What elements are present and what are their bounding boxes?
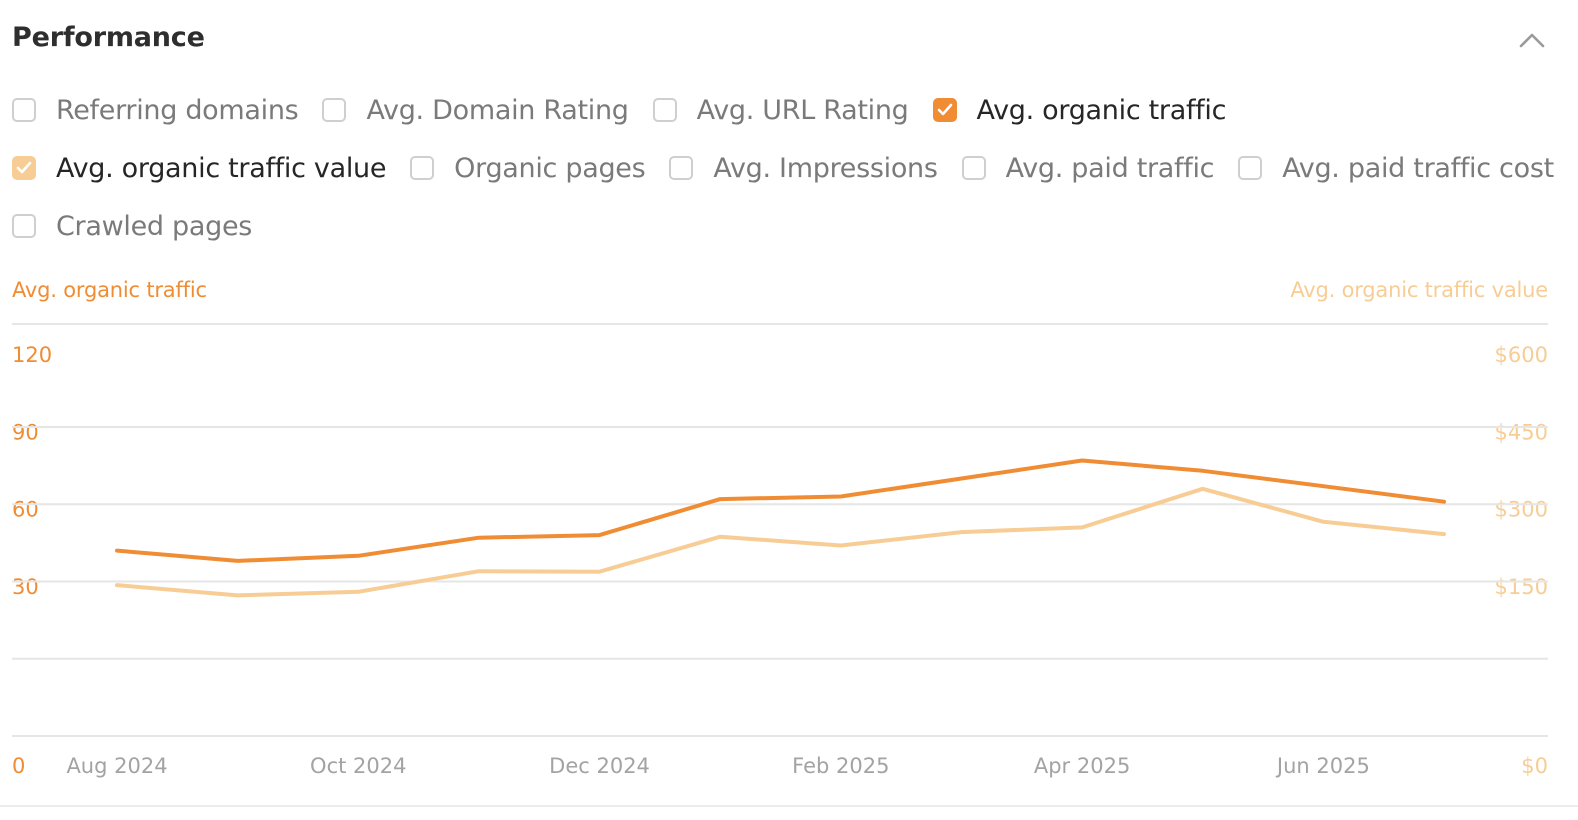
metric-avg-paid-traffic-cost[interactable]: Avg. paid traffic cost: [1238, 153, 1554, 184]
left-tick-label: 60: [12, 498, 39, 522]
metric-crawled-pages[interactable]: Crawled pages: [12, 211, 252, 242]
x-tick-label: Dec 2024: [549, 754, 650, 778]
x-tick-label: Apr 2025: [1034, 754, 1130, 778]
metric-label: Avg. paid traffic: [1005, 152, 1215, 184]
metric-referring-domains[interactable]: Referring domains: [12, 94, 299, 126]
metric-label: Avg. Domain Rating: [366, 94, 629, 126]
checkmark-icon: [937, 103, 952, 116]
metric-label: Referring domains: [56, 94, 299, 126]
left-tick-label: 120: [12, 343, 52, 367]
right-tick-label: $300: [1495, 498, 1548, 522]
right-tick-label: $0: [1521, 754, 1548, 778]
metric-avg-organic-traffic[interactable]: Avg. organic traffic: [932, 94, 1227, 126]
x-tick-label: Jun 2025: [1275, 754, 1370, 778]
metric-organic-pages[interactable]: Organic pages: [410, 152, 646, 184]
series-line-organic-traffic: [115, 458, 1446, 563]
right-tick-label: $450: [1495, 420, 1548, 444]
checkbox-checked[interactable]: [12, 156, 36, 180]
metric-row-1: Referring domains Avg. Domain Rating Avg…: [12, 90, 1250, 130]
x-tick-label: Feb 2025: [792, 754, 889, 778]
section-title: Performance: [12, 22, 205, 53]
performance-chart: 0 $0 30 $150 60 $300 90 $450 120 $600 Aug 2024 Oct …: [12, 323, 1548, 778]
metric-label: Avg. Impressions: [713, 152, 938, 184]
divider: [0, 805, 1578, 807]
left-tick-label: 90: [12, 420, 39, 444]
metric-row-3: Crawled pages: [12, 206, 276, 246]
metric-label: Avg. paid traffic cost: [1282, 152, 1554, 184]
x-tick-label: Oct 2024: [310, 754, 406, 778]
checkbox[interactable]: [12, 214, 36, 238]
metric-avg-domain-rating[interactable]: Avg. Domain Rating: [322, 94, 629, 126]
checkbox[interactable]: [669, 156, 694, 180]
collapse-button[interactable]: [1515, 26, 1549, 54]
metric-label: Avg. URL Rating: [696, 94, 909, 126]
checkbox[interactable]: [322, 98, 347, 122]
chevron-up-icon: [1519, 33, 1545, 48]
x-tick-label: Aug 2024: [66, 754, 167, 778]
left-tick-label: 30: [12, 575, 39, 599]
metric-label: Crawled pages: [56, 210, 253, 242]
series-line-organic-traffic-value: [115, 486, 1446, 598]
metric-avg-paid-traffic[interactable]: Avg. paid traffic: [961, 152, 1215, 184]
right-tick-label: $600: [1495, 343, 1548, 367]
metric-label: Avg. organic traffic: [976, 94, 1227, 126]
metric-avg-organic-traffic-value[interactable]: Avg. organic traffic value: [12, 153, 386, 184]
checkmark-icon: [16, 161, 32, 174]
metric-row-2: Avg. organic traffic value Organic pages…: [12, 148, 1578, 188]
checkbox[interactable]: [961, 156, 986, 180]
left-axis-title: Avg. organic traffic: [12, 278, 207, 302]
checkbox[interactable]: [652, 98, 677, 122]
right-axis-title: Avg. organic traffic value: [1290, 278, 1548, 302]
metric-label: Organic pages: [454, 152, 646, 184]
checkbox[interactable]: [410, 156, 435, 180]
metric-label: Avg. organic traffic value: [56, 152, 387, 184]
metric-avg-impressions[interactable]: Avg. Impressions: [669, 152, 938, 184]
checkbox[interactable]: [12, 98, 36, 122]
metric-avg-url-rating[interactable]: Avg. URL Rating: [652, 94, 909, 126]
left-tick-label: 0: [12, 754, 25, 778]
checkbox[interactable]: [1238, 156, 1263, 180]
right-tick-label: $150: [1495, 575, 1548, 599]
checkbox-checked[interactable]: [932, 98, 957, 122]
